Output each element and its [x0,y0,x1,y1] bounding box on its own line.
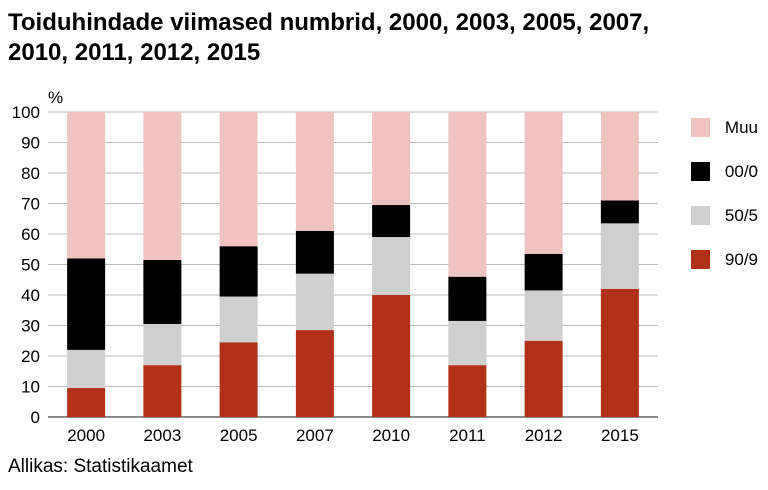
bar-segment [67,258,106,350]
bar-segment [219,246,258,297]
y-tick-label: 0 [31,408,40,427]
bar-segment [295,273,334,331]
legend-label: 50/5 [725,206,758,225]
bar-segment [295,230,334,274]
y-tick-label: 60 [21,225,40,244]
y-axis-unit-label: % [48,88,63,107]
y-tick-label: 70 [21,195,40,214]
x-tick-label: 2003 [143,426,181,445]
bar-segment [143,323,182,366]
chart-title: Toiduhindade viimased numbrid, 2000, 200… [8,9,650,66]
bar-segment [67,349,106,389]
y-tick-label: 10 [21,378,40,397]
bar-segment [600,200,639,224]
legend-swatch [691,118,710,137]
bar-segment [143,365,182,417]
bar-segment [448,276,487,321]
bar-segment [295,112,334,231]
x-tick-label: 2010 [372,426,410,445]
y-tick-label: 90 [21,134,40,153]
legend-label: 90/9 [725,250,758,269]
bar-segment [524,112,563,254]
y-tick-label: 80 [21,164,40,183]
legend-swatch [691,162,710,181]
x-tick-label: 2007 [296,426,334,445]
bar-segment [448,365,487,417]
bar-segment [219,112,258,247]
bar-segment [372,112,411,206]
bar-segment [600,288,639,417]
bar-segment [448,320,487,366]
legend-swatch [691,250,710,269]
bar-segment [524,290,563,341]
x-tick-label: 2015 [601,426,639,445]
bar-segment [67,112,106,259]
y-tick-label: 30 [21,317,40,336]
bar-segment [372,205,411,238]
bar-segment [219,296,258,343]
bar-segment [524,253,563,291]
legend-label: 00/0 [725,162,758,181]
y-tick-label: 20 [21,347,40,366]
legend-label: Muu [725,118,758,137]
x-tick-label: 2012 [525,426,563,445]
bar-segment [372,237,411,295]
bar-segment [448,112,487,277]
bar-segment [524,340,563,417]
bar-segment [372,295,411,417]
bar-segment [295,330,334,417]
x-tick-label: 2005 [220,426,258,445]
y-tick-label: 50 [21,256,40,275]
x-tick-label: 2011 [449,426,486,445]
bar-segment [143,259,182,324]
bar-segment [219,342,258,417]
x-tick-label: 2000 [67,426,105,445]
source-note: Allikas: Statistikaamet [8,456,193,477]
bar-segment [600,223,639,289]
bar-segment [143,112,182,260]
bar-segment [600,112,639,201]
y-tick-label: 100 [12,103,40,122]
y-tick-label: 40 [21,286,40,305]
bar-segment [67,388,106,417]
legend-swatch [691,206,710,225]
